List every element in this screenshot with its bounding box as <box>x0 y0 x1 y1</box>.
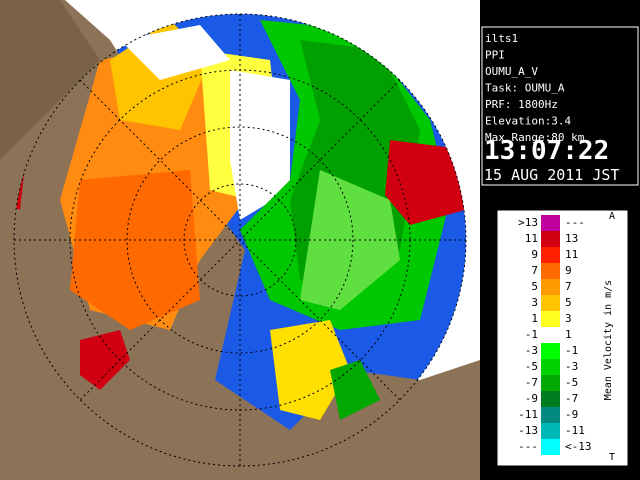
legend-left-label: 9 <box>531 248 538 261</box>
legend-swatch <box>541 423 560 439</box>
legend-left-label: >13 <box>518 216 538 229</box>
legend-right-label: 9 <box>565 264 572 277</box>
legend-right-label: 1 <box>565 328 572 341</box>
legend-right-label: 3 <box>565 312 572 325</box>
legend-swatch <box>541 231 560 247</box>
info-line: OUMU_A_V <box>485 65 538 78</box>
legend-swatch <box>541 375 560 391</box>
legend-swatch <box>541 311 560 327</box>
info-line: Elevation:3.4 <box>485 115 571 128</box>
legend-bottom-mark: T <box>609 452 615 463</box>
legend-title: Mean Velocity in m/s <box>603 280 614 400</box>
legend-swatch <box>541 215 560 231</box>
legend-swatch <box>541 327 560 343</box>
date: 15 AUG 2011 JST <box>484 166 619 184</box>
time: 13:07:22 <box>484 136 609 166</box>
legend-left-label: -13 <box>518 424 538 437</box>
legend-swatch <box>541 263 560 279</box>
legend-left-label: 3 <box>531 296 538 309</box>
legend-right-label: --- <box>565 216 585 229</box>
info-box <box>481 26 639 186</box>
legend-left-label: -1 <box>525 328 538 341</box>
legend-swatch <box>541 439 560 455</box>
legend-left-label: -11 <box>518 408 538 421</box>
legend-right-label: -5 <box>565 376 578 389</box>
legend-right-label: -11 <box>565 424 585 437</box>
legend-left-label: 11 <box>525 232 538 245</box>
info-line: Task: OUMU_A <box>485 82 565 95</box>
legend-swatch <box>541 279 560 295</box>
legend-left-label: --- <box>518 440 538 453</box>
legend-right-label: <-13 <box>565 440 592 453</box>
legend-right-label: 7 <box>565 280 572 293</box>
legend-left-label: -3 <box>525 344 538 357</box>
legend-right-label: 5 <box>565 296 572 309</box>
legend-box <box>496 209 629 467</box>
legend-left-label: 5 <box>531 280 538 293</box>
info-line: PRF: 1800Hz <box>485 98 558 111</box>
legend-swatch <box>541 295 560 311</box>
info-line: Max Range:80 km <box>485 131 585 144</box>
info-line: PPI <box>485 49 505 62</box>
legend-swatch <box>541 343 560 359</box>
legend-right-label: -1 <box>565 344 578 357</box>
legend-swatch <box>541 359 560 375</box>
legend-right-label: -7 <box>565 392 578 405</box>
legend-right-label: -3 <box>565 360 578 373</box>
legend-swatch <box>541 247 560 263</box>
range-rings <box>13 13 467 467</box>
radar-map <box>0 0 480 480</box>
legend-right-label: 11 <box>565 248 578 261</box>
legend-left-label: -5 <box>525 360 538 373</box>
legend-left-label: 7 <box>531 264 538 277</box>
legend-left-label: -9 <box>525 392 538 405</box>
legend-swatch <box>541 407 560 423</box>
legend-left-label: 1 <box>531 312 538 325</box>
legend-right-label: -9 <box>565 408 578 421</box>
legend-left-label: -7 <box>525 376 538 389</box>
legend-right-label: 13 <box>565 232 578 245</box>
legend-top-mark: A <box>609 211 615 222</box>
info-line: ilts1 <box>485 32 518 45</box>
legend-swatch <box>541 391 560 407</box>
